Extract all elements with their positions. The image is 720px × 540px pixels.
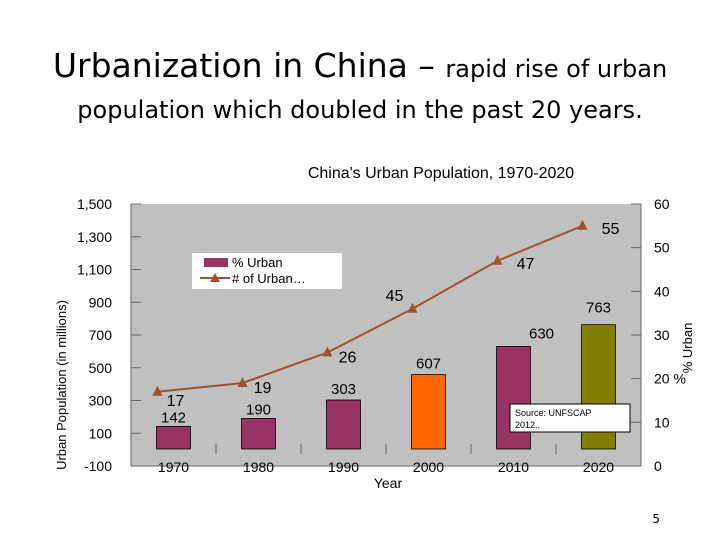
urban-line [157,224,583,393]
legend: % Urban # of Urban… [192,253,342,289]
line-data-label: 45 [386,288,404,305]
slide-title-line2: population which doubled in the past 20 … [77,96,643,124]
line-data-label: 17 [167,393,185,410]
line-point-marker [407,302,418,313]
source-box [509,403,631,433]
y2-tick-label: 30 [654,327,670,343]
line-data-label: 55 [602,221,620,238]
slide-title: Urbanization in China – rapid rise of ur… [0,46,720,85]
title-subtitle: rapid rise of urban [445,55,668,83]
bar-data-label: 142 [161,409,186,426]
x-tick-label: 2000 [413,459,444,475]
line-data-label: 47 [517,256,535,273]
x-tick-label: 2010 [498,459,529,475]
line-point-marker [152,385,163,396]
x-tick-label: 1970 [158,459,189,475]
chart-title: China's Urban Population, 1970-2020 [308,165,574,182]
y-tick-label: -100 [84,458,112,474]
line-point-marker [237,377,248,388]
source-note: Source: UNFSCAP 2012.. [509,403,631,433]
y-axis-title: Urban Population (in millions) [54,300,69,470]
line-point-marker [492,254,503,265]
legend-bar-swatch [204,258,228,267]
y-tick-label: 100 [89,425,113,441]
legend-label-line: # of Urban… [232,271,306,286]
y2-tick-label: 0 [654,458,662,474]
y-tick-label: 1,100 [77,262,112,278]
bar [156,425,191,450]
y2-tick-label: 40 [654,283,670,299]
y-tick-label: 500 [89,360,113,376]
y2-tick-label: 20 % [654,371,686,387]
y-tick-label: 1,500 [77,196,112,212]
y2-axis-title: % Urban [680,323,695,374]
source-line-2: 2012.. [515,420,540,430]
x-tick-label: 2020 [583,459,614,475]
bar-data-label: 763 [586,300,611,317]
y-tick-label: 900 [89,294,113,310]
y2-tick-label: 50 [654,240,670,256]
y-tick-label: 300 [89,393,113,409]
source-line-1: Source: UNFSCAP [515,408,592,418]
y2-tick-label: 10 [654,414,670,430]
line-data-label: 19 [254,380,272,397]
bar [411,374,446,450]
bar-data-label: 607 [416,356,441,373]
y-tick-label: 1,300 [77,229,112,245]
y-tick-label: 700 [89,327,113,343]
bar [496,346,531,450]
bar-data-label: 303 [331,381,356,398]
line-point-marker [577,219,588,230]
y2-tick-label: 60 [654,196,670,212]
x-axis-title: Year [374,475,403,491]
x-tick-label: 1980 [243,459,274,475]
bar-data-label: 630 [529,325,554,342]
line-point-marker [322,346,333,357]
bar [241,418,276,450]
line-data-label: 26 [339,349,357,366]
title-main: Urbanization in China – [52,46,446,85]
bar-data-label: 190 [246,402,271,419]
legend-label-bars: % Urban [232,255,283,270]
bar [326,399,361,450]
page-number: 5 [652,512,660,526]
legend-line-marker [210,273,220,282]
x-tick-label: 1990 [328,459,359,475]
